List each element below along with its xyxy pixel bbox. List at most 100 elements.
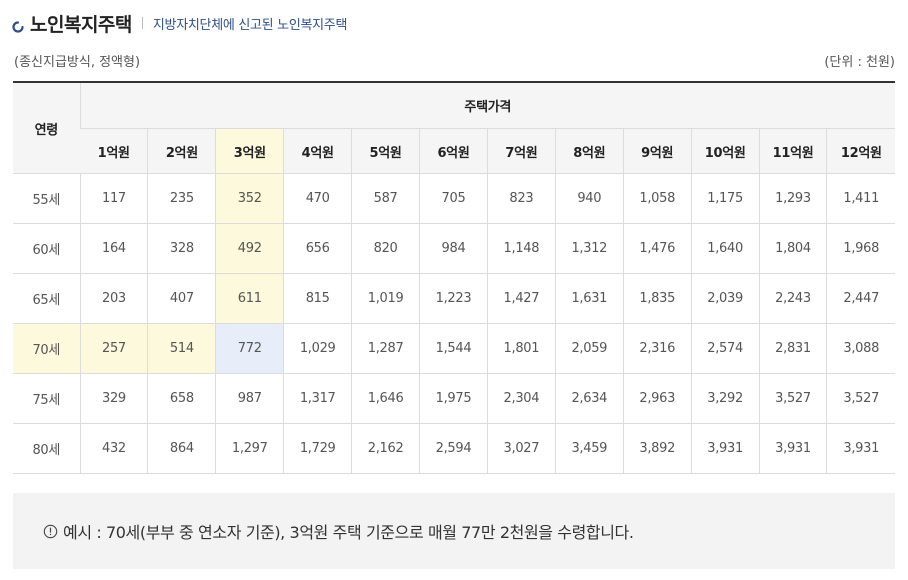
value-cell: 1,312 xyxy=(554,223,624,274)
value-cell: 587 xyxy=(351,173,420,224)
value-cell: 3,527 xyxy=(826,373,895,424)
value-cell: 2,594 xyxy=(419,423,488,474)
ring-bullet-icon xyxy=(12,18,24,33)
price-column-header: 6억원 xyxy=(419,128,488,174)
value-cell: 1,287 xyxy=(351,323,420,374)
title-divider xyxy=(141,17,143,29)
value-cell: 1,293 xyxy=(758,173,827,224)
price-column-header: 11억원 xyxy=(758,128,827,174)
value-cell: 658 xyxy=(147,373,216,424)
page-title: 노인복지주택 xyxy=(30,13,132,36)
value-cell: 1,835 xyxy=(622,273,692,324)
value-cell: 864 xyxy=(147,423,216,474)
notice-text: 예시 : 70세(부부 중 연소자 기준), 3억원 주택 기준으로 매월 77… xyxy=(63,523,634,542)
value-cell: 2,059 xyxy=(554,323,624,374)
value-cell: 1,631 xyxy=(554,273,624,324)
price-column-header: 7억원 xyxy=(486,128,556,174)
value-cell: 1,427 xyxy=(486,273,556,324)
value-cell: 3,459 xyxy=(554,423,624,474)
value-cell: 984 xyxy=(419,223,488,274)
price-column-header: 8억원 xyxy=(554,128,624,174)
value-cell: 470 xyxy=(283,173,352,224)
value-cell: 1,801 xyxy=(486,323,556,374)
page-subtitle: 지방자치단체에 신고된 노인복지주택 xyxy=(152,17,348,33)
value-cell: 1,175 xyxy=(690,173,760,224)
value-cell: 611 xyxy=(215,273,284,324)
age-cell: 65세 xyxy=(13,273,80,324)
price-column-header: 5억원 xyxy=(351,128,420,174)
value-cell: 940 xyxy=(554,173,624,224)
value-cell: 705 xyxy=(419,173,488,224)
price-header: 주택가격 xyxy=(79,82,895,129)
value-cell: 1,148 xyxy=(486,223,556,274)
value-cell: 352 xyxy=(215,173,284,224)
unit-note: (단위 : 천원) xyxy=(824,55,895,70)
value-cell: 2,831 xyxy=(758,323,827,374)
value-cell: 203 xyxy=(79,273,148,324)
value-cell: 492 xyxy=(215,223,284,274)
value-cell: 1,058 xyxy=(622,173,692,224)
value-cell: 117 xyxy=(79,173,148,224)
value-cell: 1,317 xyxy=(283,373,352,424)
value-cell: 820 xyxy=(351,223,420,274)
value-cell: 3,931 xyxy=(826,423,895,474)
age-cell: 80세 xyxy=(13,423,80,474)
page-header: 노인복지주택 지방자치단체에 신고된 노인복지주택 xyxy=(12,8,347,38)
info-circle-icon xyxy=(43,524,58,539)
price-column-header: 10억원 xyxy=(690,128,760,174)
value-cell: 407 xyxy=(147,273,216,324)
value-cell: 1,975 xyxy=(419,373,488,424)
value-cell: 1,640 xyxy=(690,223,760,274)
value-cell: 235 xyxy=(147,173,216,224)
value-cell: 1,411 xyxy=(826,173,895,224)
value-cell: 1,646 xyxy=(351,373,420,424)
age-cell: 55세 xyxy=(13,173,80,224)
value-cell: 823 xyxy=(486,173,556,224)
value-cell: 2,447 xyxy=(826,273,895,324)
value-cell: 815 xyxy=(283,273,352,324)
price-column-header: 4억원 xyxy=(283,128,352,174)
example-notice: 예시 : 70세(부부 중 연소자 기준), 3억원 주택 기준으로 매월 77… xyxy=(13,493,895,569)
value-cell: 1,729 xyxy=(283,423,352,474)
value-cell: 257 xyxy=(79,323,148,374)
price-column-header: 1억원 xyxy=(80,128,148,174)
age-cell: 75세 xyxy=(13,373,80,424)
price-column-header: 9억원 xyxy=(622,128,692,174)
payment-method-note: (종신지급방식, 정액형) xyxy=(14,55,141,70)
value-cell: 3,527 xyxy=(758,373,827,424)
table-row: 55세 117 235 352 470 587 705 823 940 1,058 1,175 1,2… xyxy=(13,173,895,224)
price-column-header: 12억원 xyxy=(826,128,895,174)
value-cell: 2,316 xyxy=(622,323,692,374)
value-cell: 432 xyxy=(79,423,148,474)
value-cell: 1,544 xyxy=(419,323,488,374)
value-cell: 2,963 xyxy=(622,373,692,424)
value-cell: 3,292 xyxy=(690,373,760,424)
value-cell: 1,297 xyxy=(215,423,284,474)
value-cell: 987 xyxy=(215,373,284,424)
price-column-header: 3억원 xyxy=(215,128,284,174)
value-cell: 3,931 xyxy=(690,423,760,474)
age-header: 연령 xyxy=(13,82,80,174)
pension-table: 연령 주택가격 1억원 2억원 3억원 4억원 5억원 6억원 7억원 8억원 9억원 10억원 1… xyxy=(13,81,895,474)
table-row: 65세 203 407 611 815 1,019 1,223 1,427 1,631 1,835… xyxy=(13,273,895,324)
price-column-header: 2억원 xyxy=(147,128,216,174)
value-cell: 2,634 xyxy=(554,373,624,424)
value-cell: 2,243 xyxy=(758,273,827,324)
value-cell: 2,039 xyxy=(690,273,760,324)
table-row: 80세 432 864 1,297 1,729 2,162 2,594 3,027 3,459 3… xyxy=(13,423,895,474)
table-row: 60세 164 328 492 656 820 984 1,148 1,312 1,476 1,64… xyxy=(13,223,895,274)
value-cell: 3,027 xyxy=(486,423,556,474)
value-cell: 2,304 xyxy=(486,373,556,424)
value-cell: 1,968 xyxy=(826,223,895,274)
value-cell: 3,931 xyxy=(758,423,827,474)
value-cell: 1,029 xyxy=(283,323,352,374)
value-cell: 514 xyxy=(147,323,216,374)
value-cell: 329 xyxy=(79,373,148,424)
table-row: 70세 257 514 772 1,029 1,287 1,544 1,801 2,059 2,3… xyxy=(13,323,895,374)
value-cell: 1,476 xyxy=(622,223,692,274)
table-row: 75세 329 658 987 1,317 1,646 1,975 2,304 2,634 2,9… xyxy=(13,373,895,424)
value-cell: 2,162 xyxy=(351,423,420,474)
value-cell: 328 xyxy=(147,223,216,274)
value-cell: 164 xyxy=(79,223,148,274)
value-cell: 3,088 xyxy=(826,323,895,374)
